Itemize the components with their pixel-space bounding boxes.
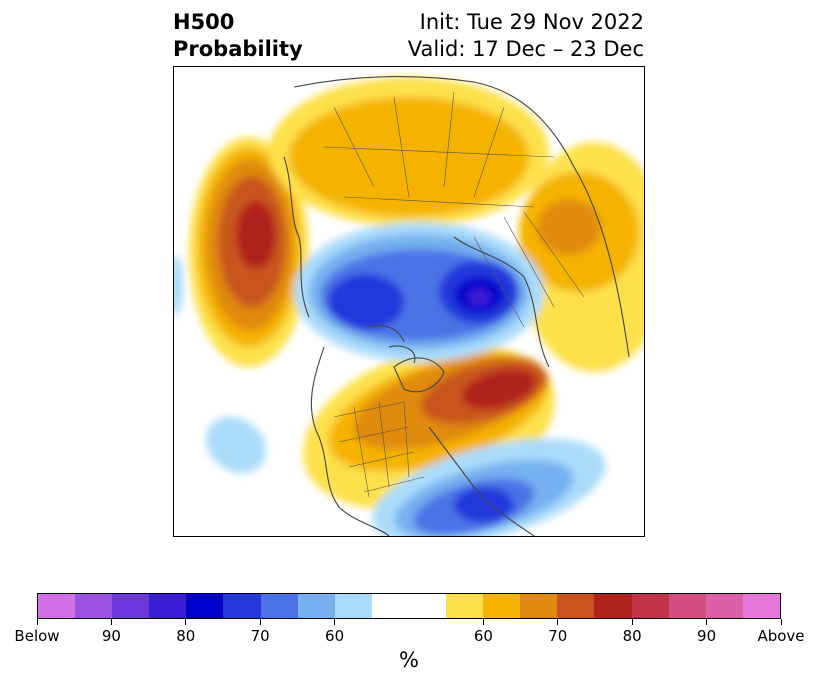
colorbar-tick <box>482 619 484 625</box>
coastline-greenland <box>393 357 445 393</box>
probability-map <box>173 66 645 537</box>
title-metric: Probability <box>173 37 303 61</box>
colorbar-swatch <box>260 594 298 618</box>
colorbar-swatch <box>297 594 335 618</box>
above-region-east <box>537 199 601 255</box>
colorbar-tick-label: Below <box>14 627 60 645</box>
chart-title-left: H500 Probability <box>173 9 303 63</box>
colorbar-swatch <box>75 594 113 618</box>
colorbar-swatch <box>557 594 595 618</box>
border-line <box>333 91 505 198</box>
above-region-pacific <box>236 201 276 269</box>
colorbar-swatch <box>742 594 780 618</box>
valid-range: Valid: 17 Dec – 23 Dec <box>407 37 644 61</box>
colorbar-tick <box>780 619 782 625</box>
colorbar-tick-label: 60 <box>325 627 345 645</box>
above-region-eurasia <box>289 97 529 217</box>
colorbar-tick <box>259 619 261 625</box>
coastline-atlantic <box>428 426 535 536</box>
above-region-america <box>462 369 536 409</box>
colorbar-tick-label: Above <box>757 627 805 645</box>
probability-field <box>174 77 644 536</box>
below-region-arctic <box>467 288 491 306</box>
colorbar-swatch <box>705 594 743 618</box>
coastlines <box>283 76 630 536</box>
border-line <box>353 401 410 498</box>
colorbar-tick <box>631 619 633 625</box>
colorbar-unit: % <box>399 648 419 672</box>
coastline-europe <box>453 236 550 368</box>
colorbar-tick-label: 90 <box>697 627 717 645</box>
colorbar-swatch <box>446 594 484 618</box>
below-region-west-edge <box>174 255 183 315</box>
border-line <box>323 146 555 208</box>
chart-title-right: Init: Tue 29 Nov 2022 Valid: 17 Dec – 23… <box>408 9 644 63</box>
colorbar-swatch <box>223 594 261 618</box>
colorbar-tick <box>110 619 112 625</box>
colorbar-swatch <box>483 594 521 618</box>
colorbar-swatch <box>186 594 224 618</box>
coastline-arctic-islands <box>368 324 416 364</box>
colorbar-tick-label: 90 <box>101 627 121 645</box>
colorbar-swatch <box>371 594 447 618</box>
init-date: Init: Tue 29 Nov 2022 <box>419 10 644 34</box>
colorbar <box>37 593 781 619</box>
colorbar-swatch <box>668 594 706 618</box>
title-variable: H500 <box>173 10 235 34</box>
colorbar-tick <box>334 619 336 625</box>
colorbar-tick <box>706 619 708 625</box>
map-canvas <box>174 76 644 536</box>
below-region-southeast <box>454 487 514 523</box>
colorbar-tick-label: 80 <box>176 627 196 645</box>
colorbar-swatch <box>631 594 669 618</box>
colorbar-swatch <box>38 594 76 618</box>
colorbar-tick <box>36 619 38 625</box>
colorbar-swatch <box>594 594 632 618</box>
coastline-eurasia <box>293 76 630 358</box>
colorbar-tick-label: 70 <box>250 627 270 645</box>
coastline-alaska <box>283 156 310 318</box>
colorbar-swatch <box>334 594 372 618</box>
below-region-southwest <box>205 416 267 474</box>
colorbar-tick <box>185 619 187 625</box>
coastline-north-america <box>310 346 390 536</box>
colorbar-swatch <box>149 594 187 618</box>
colorbar-tick-label: 70 <box>548 627 568 645</box>
border-line <box>473 211 585 328</box>
colorbar-swatch <box>112 594 150 618</box>
colorbar-tick <box>557 619 559 625</box>
political-borders <box>323 91 585 498</box>
below-region-arctic <box>328 274 404 330</box>
colorbar-tick-label: 60 <box>473 627 493 645</box>
colorbar-swatch <box>520 594 558 618</box>
border-line <box>333 401 425 493</box>
colorbar-tick-label: 80 <box>622 627 642 645</box>
